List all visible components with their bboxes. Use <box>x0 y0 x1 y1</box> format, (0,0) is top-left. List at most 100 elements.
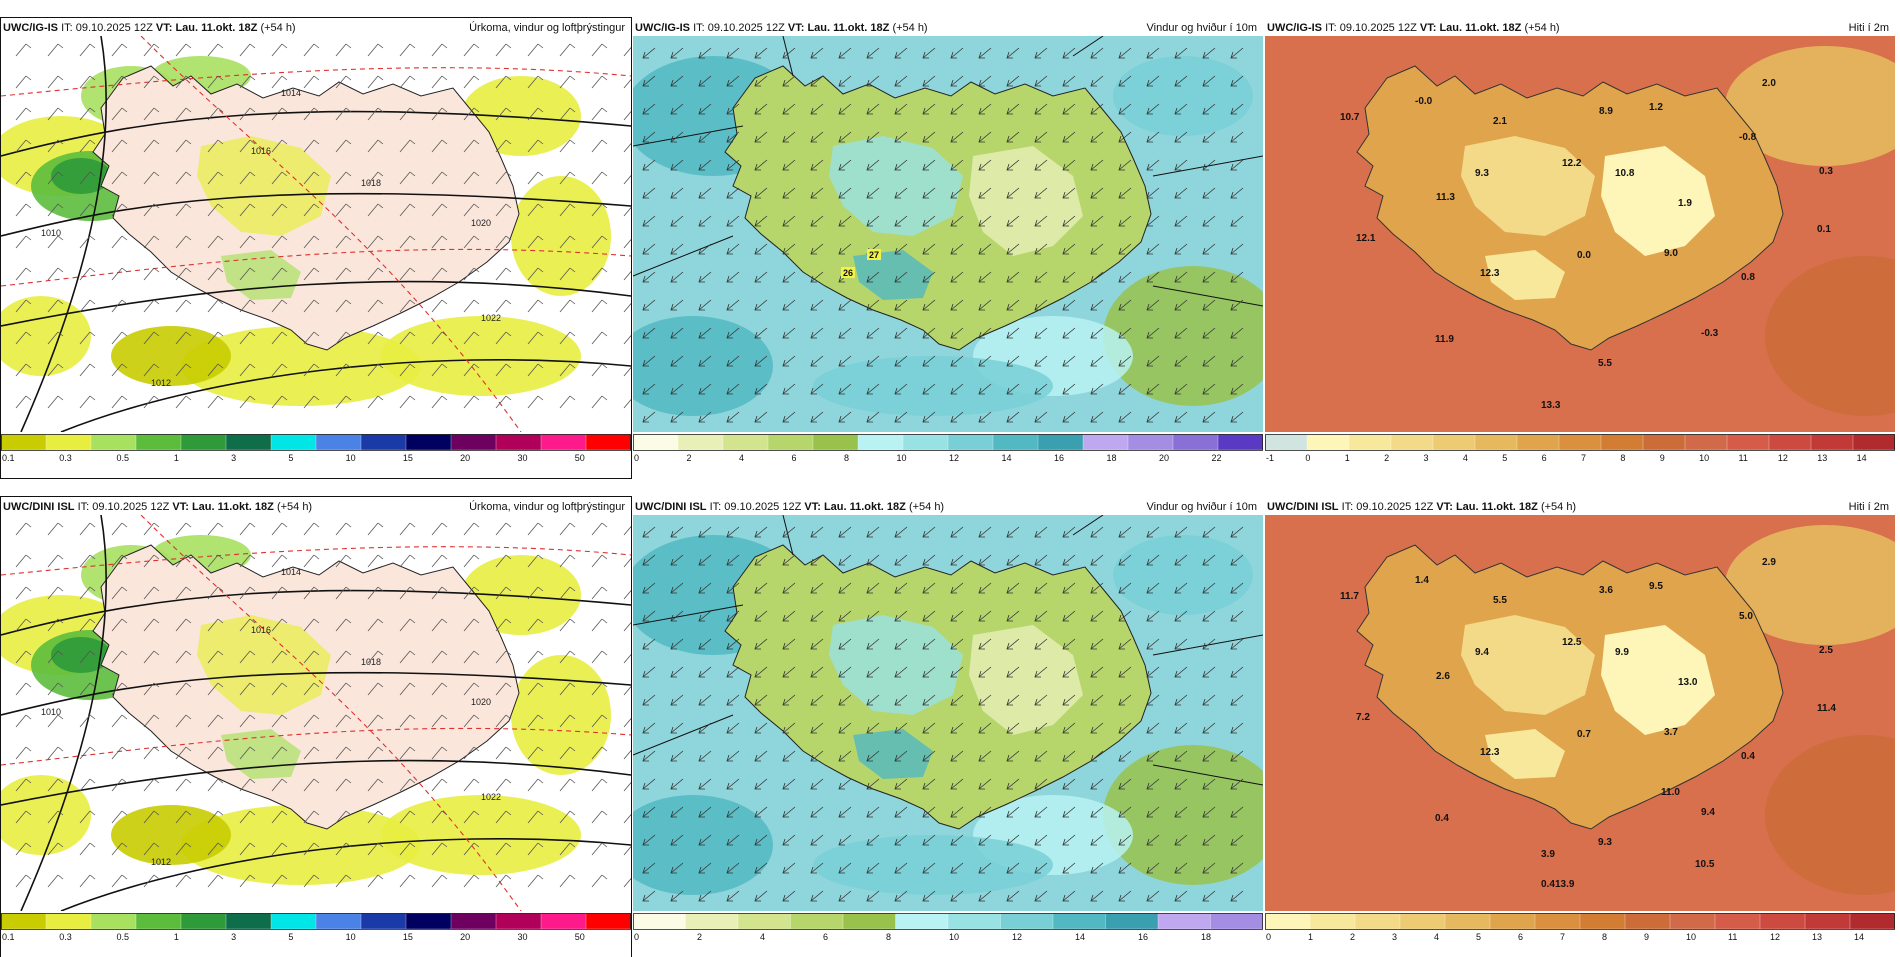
wind-barb <box>111 139 128 153</box>
wind-barb <box>367 203 384 217</box>
temperature-isoline <box>1 546 631 576</box>
wind-barb <box>143 107 160 121</box>
wind-arrow <box>1230 271 1244 283</box>
wind-arrow <box>978 187 992 199</box>
colorbar-frame <box>633 434 1263 451</box>
wind-arrow <box>810 187 824 199</box>
wind-barb <box>399 714 416 728</box>
wind-arrow <box>922 355 936 367</box>
wind-arrow <box>810 271 824 283</box>
wind-barb <box>431 107 448 121</box>
wind-barb <box>47 682 64 696</box>
colorbar-swatch <box>1 913 47 930</box>
wind-arrow <box>1062 890 1076 902</box>
wind-arrow <box>1034 47 1048 59</box>
wind-arrow <box>754 159 768 171</box>
wind-barb <box>463 363 480 377</box>
wind-barb <box>495 267 512 281</box>
wind-barb <box>15 522 32 536</box>
wind-barb <box>431 235 448 249</box>
wind-arrow <box>1230 834 1244 846</box>
colorbar-tick-label: 5 <box>288 932 293 942</box>
wind-arrow <box>978 638 992 650</box>
wind-barb <box>239 299 256 313</box>
wind-barb <box>47 299 64 313</box>
wind-speed-area <box>1103 266 1263 406</box>
colorbar-swatch <box>1265 434 1308 451</box>
wind-barb <box>175 331 192 345</box>
wind-arrow <box>1174 526 1188 538</box>
wind-barb <box>143 682 160 696</box>
wind-barb <box>431 778 448 792</box>
temperature-value: 0.4 <box>1741 751 1755 762</box>
temperature-isoline <box>1 67 631 97</box>
wind-arrow <box>950 638 964 650</box>
wind-arrow <box>894 243 908 255</box>
wind-barb <box>559 395 576 409</box>
wind-barb <box>559 363 576 377</box>
wind-barb <box>303 43 320 57</box>
colorbar-swatch <box>677 434 724 451</box>
wind-arrow <box>950 890 964 902</box>
wind-barb <box>79 522 96 536</box>
wind-barb <box>367 171 384 185</box>
wind-barb <box>559 714 576 728</box>
wind-arrow <box>1090 554 1104 566</box>
temperature-value: 12.5 <box>1562 637 1582 648</box>
wind-arrow <box>978 47 992 59</box>
wind-barb <box>271 650 288 664</box>
wind-arrow <box>1006 47 1020 59</box>
wind-arrow <box>1118 243 1132 255</box>
wind-arrow <box>642 554 656 566</box>
wind-arrow <box>838 215 852 227</box>
temperature-value: 0.7 <box>1577 729 1591 740</box>
colorbar-swatch <box>90 434 137 451</box>
colorbar-tick-label: 2 <box>697 932 702 942</box>
wind-arrow <box>670 47 684 59</box>
wind-arrow <box>698 610 712 622</box>
wind-arrow <box>782 187 796 199</box>
wind-arrow <box>922 694 936 706</box>
wind-arrow <box>1006 75 1020 87</box>
wind-barb <box>143 171 160 185</box>
wind-arrow <box>642 582 656 594</box>
wind-arrow <box>1034 778 1048 790</box>
colorbar-tick-label: 14 <box>1075 932 1085 942</box>
wind-barb <box>431 363 448 377</box>
wind-arrow <box>810 327 824 339</box>
colorbar-swatch <box>180 913 227 930</box>
wind-barb <box>79 171 96 185</box>
colorbar-swatch <box>857 434 904 451</box>
wind-arrow <box>642 327 656 339</box>
colorbar-swatch <box>1127 434 1174 451</box>
wind-arrow <box>922 383 936 395</box>
wind-arrow <box>950 722 964 734</box>
wind-arrow <box>922 554 936 566</box>
wind-arrow <box>922 243 936 255</box>
colorbar-swatch <box>585 434 631 451</box>
wind-arrow <box>670 722 684 734</box>
wind-arrow <box>1006 526 1020 538</box>
wind-arrow <box>1202 327 1216 339</box>
wind-barb <box>271 43 288 57</box>
wind-arrow <box>642 806 656 818</box>
wind-arrow <box>1230 411 1244 423</box>
colorbar-swatch <box>633 434 679 451</box>
wind-arrow <box>698 75 712 87</box>
wind-barb <box>303 107 320 121</box>
colorbar-tick-label: 18 <box>1201 932 1211 942</box>
wind-arrow <box>754 638 768 650</box>
wind-barb <box>463 522 480 536</box>
panel-title: Vindur og hviður í 10m <box>1146 22 1257 34</box>
it-prefix: IT: <box>709 501 722 513</box>
colorbar-tick-label: 0 <box>634 932 639 942</box>
wind-arrow <box>726 722 740 734</box>
wind-barb <box>623 270 631 281</box>
wind-arrow <box>782 355 796 367</box>
colorbar-swatch <box>135 434 182 451</box>
wind-arrow <box>754 554 768 566</box>
wind-barb <box>591 874 608 888</box>
wind-arrow <box>838 187 852 199</box>
wind-arrow <box>1146 75 1160 87</box>
colorbar-tick-label: 11 <box>1739 453 1748 463</box>
